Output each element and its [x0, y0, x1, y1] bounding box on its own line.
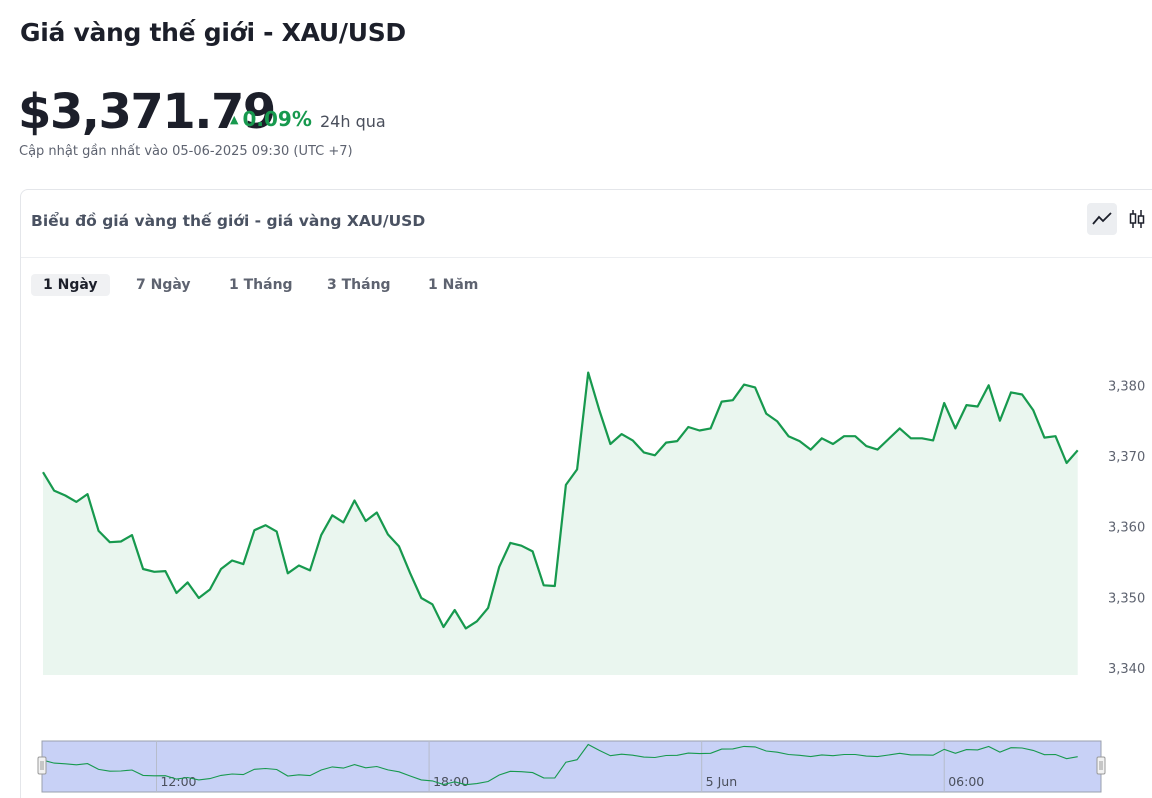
divider [21, 257, 1152, 258]
range-tab[interactable]: 1 Ngày [31, 274, 110, 296]
y-tick-label: 3,360 [1108, 521, 1145, 536]
range-tab[interactable]: 7 Ngày [136, 277, 191, 293]
change-period: 24h qua [320, 112, 386, 131]
y-tick-label: 3,370 [1108, 450, 1145, 465]
navigator-window [41, 740, 1102, 793]
area-fill [43, 372, 1078, 675]
y-tick-label: 3,380 [1108, 379, 1145, 394]
line-chart-button[interactable] [1087, 203, 1117, 235]
price-change: ▲ 0.09% [230, 107, 312, 131]
x-tick-label: 18:00 [433, 774, 469, 789]
candle-icon [1129, 210, 1145, 228]
navigator-line [42, 743, 1078, 786]
range-tab[interactable]: 1 Năm [428, 277, 479, 293]
change-value: 0.09% [242, 107, 312, 131]
range-tab[interactable]: 1 Tháng [229, 277, 293, 293]
x-tick-label: 5 Jun [706, 774, 737, 789]
line-icon [1092, 212, 1112, 225]
y-tick-label: 3,340 [1108, 662, 1145, 677]
navigator-handle [37, 756, 47, 775]
x-tick-label: 06:00 [948, 774, 984, 789]
price-line [42, 371, 1079, 630]
updated-time: Cập nhật gần nhất vào 05-06-2025 09:30 (… [19, 144, 353, 159]
range-tab[interactable]: 3 Tháng [327, 277, 391, 293]
navigator-handle [1096, 756, 1106, 775]
price: $3,371.79 [18, 84, 276, 140]
card-title: Biểu đồ giá vàng thế giới - giá vàng XAU… [31, 212, 426, 230]
chart-card: Biểu đồ giá vàng thế giới - giá vàng XAU… [20, 189, 1152, 798]
page-title: Giá vàng thế giới - XAU/USD [20, 18, 406, 47]
y-tick-label: 3,350 [1108, 591, 1145, 606]
candle-chart-button[interactable] [1123, 203, 1152, 235]
